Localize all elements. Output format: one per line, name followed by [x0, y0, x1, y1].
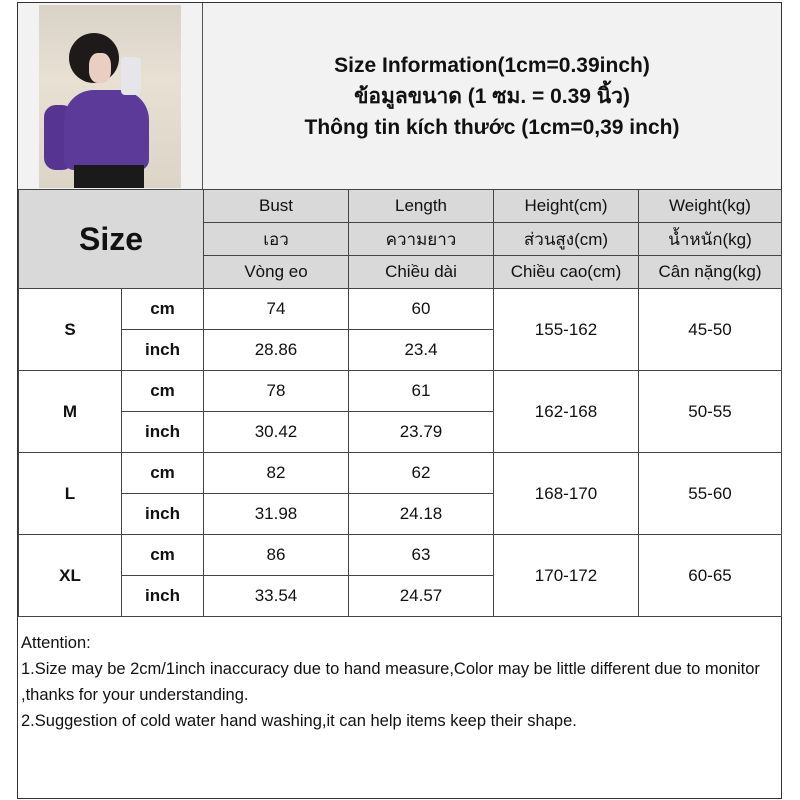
product-photo-cell [18, 3, 203, 189]
col-header: ความยาว [348, 222, 494, 256]
header-row-en: Size Bust Length Height(cm) Weight(kg) [18, 189, 782, 289]
size-info-titles: Size Information(1cm=0.39inch) ข้อมูลขนา… [203, 3, 781, 189]
table-row-inch: inch 30.42 23.79 [19, 411, 782, 453]
bust-cm: 78 [203, 370, 349, 412]
size-cell: S [18, 288, 122, 371]
bust-inch: 31.98 [203, 493, 349, 535]
unit-cell: cm [121, 534, 204, 576]
col-header: Length [348, 189, 494, 223]
attention-note: 2.Suggestion of cold water hand washing,… [21, 712, 577, 730]
table-row-inch: inch 31.98 24.18 [19, 493, 782, 535]
product-photo [39, 5, 181, 188]
size-cell: M [18, 370, 122, 453]
attention-note: 1.Size may be 2cm/1inch inaccuracy due t… [21, 660, 760, 704]
height-cell: 170-172 [493, 534, 639, 617]
weight-cell: 50-55 [638, 370, 782, 453]
bust-inch: 30.42 [203, 411, 349, 453]
col-header: ส่วนสูง(cm) [493, 222, 639, 256]
unit-cell: cm [121, 452, 204, 494]
table-row-inch: inch 33.54 24.57 [19, 575, 782, 617]
table-row-cm: XL cm 86 63 170-172 60-65 [18, 534, 782, 617]
unit-cell: inch [121, 575, 204, 617]
col-header: Vòng eo [203, 255, 349, 289]
length-cm: 62 [348, 452, 494, 494]
col-header: Cân nặng(kg) [638, 255, 782, 289]
attention-notes: Attention: 1.Size may be 2cm/1inch inacc… [21, 630, 781, 734]
title-en: Size Information(1cm=0.39inch) [334, 53, 650, 77]
length-inch: 24.18 [348, 493, 494, 535]
col-header: Bust [203, 189, 349, 223]
title-th: ข้อมูลขนาด (1 ซม. = 0.39 นิ้ว) [354, 84, 630, 108]
length-cm: 63 [348, 534, 494, 576]
weight-cell: 45-50 [638, 288, 782, 371]
col-header: Chiều dài [348, 255, 494, 289]
length-inch: 23.4 [348, 329, 494, 371]
bust-cm: 86 [203, 534, 349, 576]
length-cm: 60 [348, 288, 494, 330]
height-cell: 168-170 [493, 452, 639, 535]
length-inch: 23.79 [348, 411, 494, 453]
col-header: น้ำหนัก(kg) [638, 222, 782, 256]
col-header: Weight(kg) [638, 189, 782, 223]
length-cm: 61 [348, 370, 494, 412]
size-table: Size Bust Length Height(cm) Weight(kg) เ… [18, 189, 782, 617]
size-header: Size [18, 189, 204, 289]
col-header: เอว [203, 222, 349, 256]
col-header: Height(cm) [493, 189, 639, 223]
unit-cell: inch [121, 493, 204, 535]
weight-cell: 60-65 [638, 534, 782, 617]
bust-cm: 82 [203, 452, 349, 494]
attention-heading: Attention: [21, 634, 91, 652]
header-row-th: เอว ความยาว ส่วนสูง(cm) น้ำหนัก(kg) [19, 222, 782, 256]
size-cell: L [18, 452, 122, 535]
bust-inch: 33.54 [203, 575, 349, 617]
length-inch: 24.57 [348, 575, 494, 617]
size-chart: Size Information(1cm=0.39inch) ข้อมูลขนา… [17, 2, 782, 799]
height-cell: 162-168 [493, 370, 639, 453]
bust-inch: 28.86 [203, 329, 349, 371]
size-cell: XL [18, 534, 122, 617]
bust-cm: 74 [203, 288, 349, 330]
unit-cell: inch [121, 411, 204, 453]
unit-cell: inch [121, 329, 204, 371]
col-header: Chiều cao(cm) [493, 255, 639, 289]
height-cell: 155-162 [493, 288, 639, 371]
weight-cell: 55-60 [638, 452, 782, 535]
unit-cell: cm [121, 288, 204, 330]
table-row-inch: inch 28.86 23.4 [19, 329, 782, 371]
title-vi: Thông tin kích thước (1cm=0,39 inch) [304, 115, 680, 139]
unit-cell: cm [121, 370, 204, 412]
header-row-vi: Vòng eo Chiều dài Chiều cao(cm) Cân nặng… [19, 255, 782, 289]
chart-header: Size Information(1cm=0.39inch) ข้อมูลขนา… [18, 3, 781, 191]
